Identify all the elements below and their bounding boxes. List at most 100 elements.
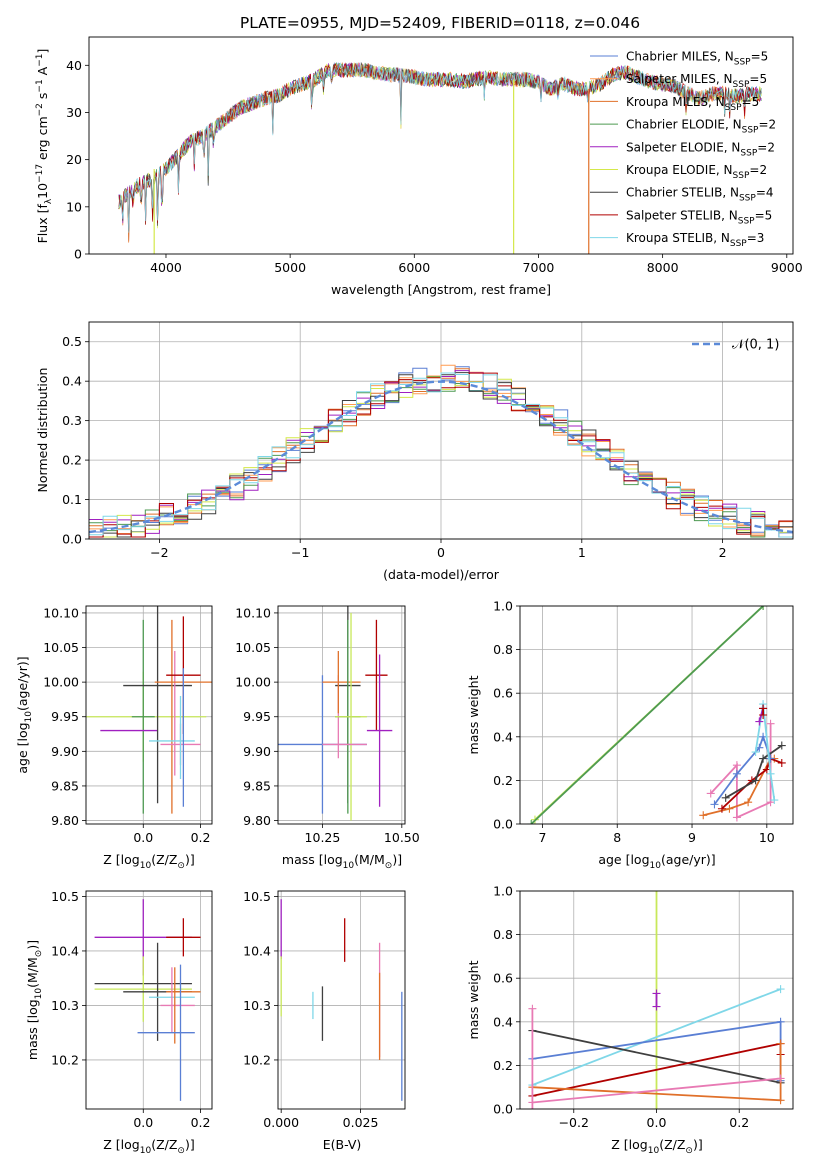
y-tick-label: 10.5 (243, 889, 271, 904)
y-tick-label: 0.4 (62, 374, 82, 389)
axes-frame (88, 321, 794, 540)
y-tick-label: 9.85 (243, 778, 271, 793)
x-tick-label: 9000 (771, 260, 803, 275)
y-tick-label: 1.0 (493, 599, 513, 614)
x-axis-label: Z [log10(Z/Z⊙)] (103, 1137, 194, 1156)
x-tick-label: 10.50 (384, 830, 420, 845)
axes-frame (519, 605, 794, 825)
figure-title: PLATE=0955, MJD=52409, FIBERID=0118, z=0… (240, 14, 640, 32)
y-tick-label: 10.10 (43, 605, 79, 620)
plot-area (86, 606, 212, 814)
plot-area (94, 899, 201, 1101)
y-tick-label: 9.95 (243, 709, 271, 724)
y-tick-label: 9.90 (243, 744, 271, 759)
y-tick-label: 0.8 (493, 927, 513, 942)
legend-entry: Kroupa STELIB, NSSP=3 (626, 231, 764, 249)
chart-weight-vs-age: 7 8 9 10 0.0 0.2 0.4 0.6 0.8 1.0 age [log10(age/yr… (466, 599, 794, 871)
x-tick-label: 0 (437, 545, 445, 560)
x-axis-label: Z [log10(Z/Z⊙)] (103, 852, 194, 871)
chart-age-vs-mass: 10.25 10.50 9.80 9.85 9.90 9.95 10.00 10.05 10.1… (235, 605, 420, 871)
y-tick-label: 0.3 (62, 413, 82, 428)
data-point (721, 793, 730, 802)
axes-frame (85, 605, 213, 825)
x-tick-label: 0.0 (647, 1115, 667, 1130)
x-tick-label: 10.25 (305, 830, 341, 845)
x-tick-label: 7 (538, 830, 546, 845)
y-tick-label: 0.2 (62, 453, 82, 468)
data-point (744, 798, 753, 807)
y-tick-label: 10.05 (235, 640, 271, 655)
plot-area (280, 899, 403, 1101)
data-point (776, 985, 785, 994)
y-tick-label: 0.0 (62, 532, 82, 547)
y-tick-label: 20 (66, 152, 82, 167)
axes-frame (519, 890, 794, 1110)
series-line (702, 757, 775, 817)
data-point (652, 891, 661, 895)
data-point (759, 606, 768, 610)
y-tick-label: 0 (74, 247, 82, 262)
series-line (532, 1077, 781, 1104)
data-point (770, 796, 779, 805)
y-tick-label: 0.2 (493, 773, 513, 788)
y-tick-label: 0.6 (493, 971, 513, 986)
series-line (725, 744, 783, 799)
x-tick-label: 9 (688, 830, 696, 845)
y-tick-label: 1.0 (493, 884, 513, 899)
axes-frame (277, 605, 406, 825)
y-tick-label: 10.4 (51, 943, 79, 958)
data-point (732, 769, 741, 778)
x-axis-label: wavelength [Angstrom, rest frame] (331, 282, 551, 297)
data-point (706, 789, 715, 798)
x-axis-label: Z [log10(Z/Z⊙)] (611, 1137, 702, 1156)
data-point (652, 1002, 661, 1011)
data-point (759, 704, 768, 713)
y-tick-label: 0.2 (493, 1058, 513, 1073)
y-tick-label: 40 (66, 58, 82, 73)
x-tick-label: 0.0 (133, 1115, 153, 1130)
axes-frame (88, 36, 794, 255)
data-point (652, 1105, 661, 1109)
y-tick-label: 10.5 (51, 889, 79, 904)
y-tick-label: 10.3 (51, 998, 79, 1013)
data-point (732, 761, 741, 770)
y-tick-label: 0.1 (62, 492, 82, 507)
legend-entry: Kroupa ELODIE, NSSP=2 (626, 163, 767, 181)
data-point (732, 813, 741, 822)
plot-area (278, 606, 393, 821)
x-tick-label: 6000 (398, 260, 430, 275)
axes-frame (277, 890, 406, 1110)
y-tick-label: 0.5 (62, 334, 82, 349)
data-point (755, 717, 764, 726)
normal-curve (89, 380, 793, 534)
series-line (713, 734, 772, 805)
data-point (652, 989, 661, 998)
legend-entry: Salpeter ELODIE, NSSP=2 (626, 140, 775, 158)
chart-spectrum: 4000 5000 6000 7000 8000 9000 0 10 20 30 40 wavelen… (35, 36, 803, 297)
x-tick-label: 2 (719, 545, 727, 560)
y-axis-label: Normed distribution (35, 368, 50, 493)
y-tick-label: 10.10 (235, 605, 271, 620)
x-tick-label: −2 (150, 545, 168, 560)
y-tick-label: 10.2 (243, 1052, 271, 1067)
x-axis-label: E(B-V) (323, 1137, 362, 1152)
data-point (777, 758, 786, 767)
plot-area (118, 61, 762, 254)
legend-entry: Chabrier STELIB, NSSP=4 (626, 186, 774, 204)
series-line (754, 703, 776, 801)
x-axis-label: mass [log10(M/M⊙)] (282, 852, 402, 871)
x-tick-label: −1 (291, 545, 309, 560)
x-tick-label: 8 (613, 830, 621, 845)
y-tick-label: 0.4 (493, 1014, 513, 1029)
axes-frame (85, 890, 213, 1110)
x-tick-label: 5000 (274, 260, 306, 275)
data-point (699, 811, 708, 820)
legend-entry: Chabrier ELODIE, NSSP=2 (626, 118, 776, 136)
y-tick-label: 9.80 (51, 813, 79, 828)
spectrum-series (118, 62, 762, 233)
chart-residuals: −2 −1 0 1 2 0.0 0.1 0.2 0.3 0.4 0.5 (data-model)/er… (35, 321, 794, 582)
y-tick-label: 0.6 (493, 686, 513, 701)
y-tick-label: 0.0 (493, 1102, 513, 1117)
data-point (527, 820, 536, 824)
legend-entry: Chabrier MILES, NSSP=5 (626, 50, 768, 68)
